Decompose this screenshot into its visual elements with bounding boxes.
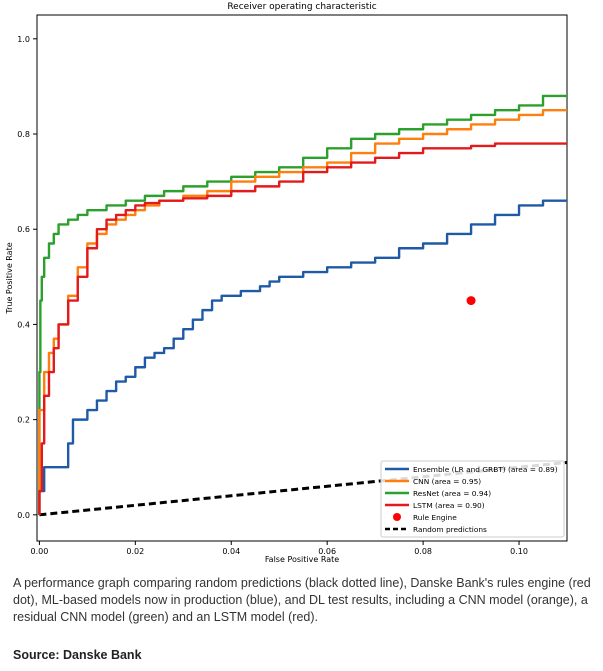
x-tick-label: 0.10 [510,547,528,556]
x-tick-label: 0.06 [318,547,336,556]
x-tick-label: 0.04 [222,547,240,556]
figure-source: Source: Danske Bank [13,648,142,662]
legend: Ensemble (LR and GRBT) (area = 0.89) CNN … [380,460,565,538]
legend-label: LSTM (area = 0.90) [413,501,485,510]
series-line-0 [38,199,567,515]
figure-caption: A performance graph comparing random pre… [13,576,591,624]
series-layer [38,94,568,517]
legend-label: ResNet (area = 0.94) [413,489,491,498]
series-line-3 [38,142,567,515]
legend-label: Rule Engine [413,513,457,522]
legend-label: CNN (area = 0.95) [413,477,481,486]
rule-engine-point [466,296,476,306]
y-tick-label: 0.2 [17,416,30,425]
x-tick-label: 0.08 [414,547,432,556]
y-tick-label: 0.0 [17,511,30,520]
legend-label: Random predictions [413,525,487,534]
y-tick-label: 0.4 [17,320,30,329]
y-axis-ticks: 0.0 0.2 0.4 0.6 0.8 1.0 [17,35,37,520]
x-tick-label: 0.00 [30,547,48,556]
legend-box [380,460,565,538]
y-tick-label: 0.6 [17,225,30,234]
x-axis-ticks: 0.00 0.02 0.04 0.06 0.08 0.10 [30,541,528,556]
y-axis-label: True Positive Rate [5,242,14,314]
y-tick-label: 1.0 [17,35,30,44]
x-tick-label: 0.02 [126,547,144,556]
y-tick-label: 0.8 [17,130,30,139]
legend-label: Ensemble (LR and GRBT) (area = 0.89) [413,465,558,474]
points-layer [466,296,476,306]
roc-chart: Receiver operating characteristic 0.0 0.2… [5,2,568,564]
chart-title: Receiver operating characteristic [227,2,376,12]
series-line-2 [38,94,567,515]
legend-marker [393,513,401,521]
x-axis-label: False Positive Rate [265,555,339,564]
